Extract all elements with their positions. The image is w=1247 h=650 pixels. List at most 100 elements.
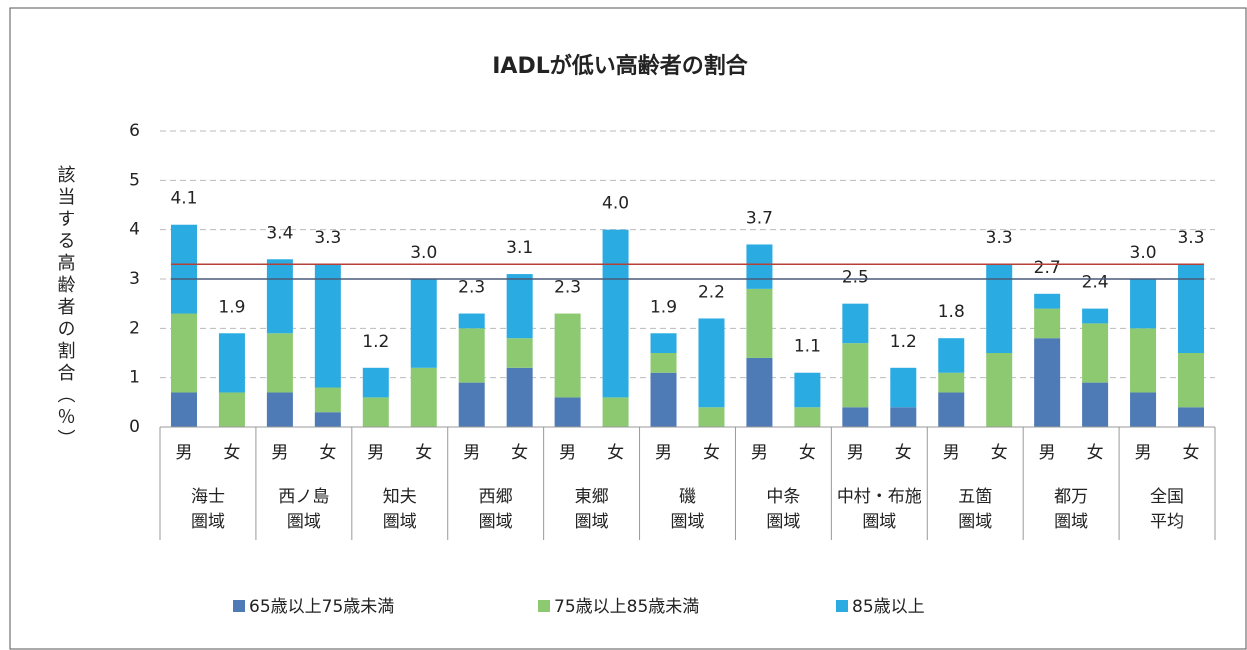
bar-segment	[314, 387, 341, 413]
bar-segment	[362, 397, 389, 427]
x-tick-label: 男	[175, 443, 192, 463]
group-label: 海士	[191, 487, 225, 507]
group-label: 西郷	[479, 487, 513, 507]
y-tick-label: 3	[129, 269, 140, 289]
group-label: 中条	[766, 487, 800, 507]
x-tick-label: 男	[751, 443, 768, 463]
bar-segment	[1034, 308, 1061, 339]
bar-segment	[746, 288, 773, 358]
bar-segment	[554, 397, 581, 427]
x-tick-label: 男	[943, 443, 960, 463]
group-label: 西ノ島	[278, 487, 329, 507]
legend-label: 75歳以上85歳未満	[554, 597, 699, 617]
bar-segment	[458, 313, 485, 329]
bar-segment	[698, 407, 725, 427]
bar-segment	[746, 244, 773, 289]
bar-segment	[1082, 308, 1109, 324]
group-label: 圏域	[287, 512, 321, 532]
total-label: 1.9	[650, 297, 677, 317]
total-label: 1.8	[938, 302, 965, 322]
x-tick-label: 男	[463, 443, 480, 463]
legend-label: 65歳以上75歳未満	[249, 597, 394, 617]
total-label: 3.3	[314, 228, 341, 248]
bar-segment	[602, 397, 629, 427]
group-label: 都万	[1054, 487, 1088, 507]
x-tick-label: 男	[847, 443, 864, 463]
chart-title: IADLが低い高齢者の割合	[492, 53, 748, 79]
group-label: 圏域	[958, 512, 992, 532]
total-label: 2.7	[1034, 258, 1061, 278]
total-label: 4.1	[170, 189, 197, 209]
bar-segment	[1178, 407, 1205, 427]
total-label: 2.3	[458, 278, 485, 298]
bar-segment	[1082, 323, 1109, 383]
group-label: 圏域	[479, 512, 513, 532]
total-label: 3.3	[986, 228, 1013, 248]
group-label: 磯	[679, 487, 696, 507]
bar-segment	[1130, 392, 1157, 427]
group-label: 圏域	[1054, 512, 1088, 532]
total-label: 3.4	[266, 223, 293, 243]
y-tick-label: 5	[129, 170, 140, 190]
total-label: 3.1	[506, 238, 533, 258]
group-label: 圏域	[766, 512, 800, 532]
x-tick-label: 女	[703, 443, 720, 463]
total-label: 4.0	[602, 194, 629, 214]
bar-segment	[938, 372, 965, 393]
y-tick-label: 1	[129, 368, 140, 388]
total-label: 2.3	[554, 278, 581, 298]
bar-segment	[986, 353, 1013, 427]
total-label: 3.3	[1177, 228, 1204, 248]
bar-segment	[650, 372, 677, 427]
group-label: 圏域	[191, 512, 225, 532]
bar-segment	[650, 333, 677, 353]
bar-segment	[890, 407, 917, 427]
group-label: 圏域	[862, 512, 896, 532]
group-label: 圏域	[671, 512, 705, 532]
bar-segment	[506, 338, 533, 368]
bar-segment	[506, 367, 533, 427]
bar-segment	[170, 392, 197, 427]
bar-segment	[1130, 328, 1157, 393]
bar-segment	[410, 367, 437, 427]
total-label: 3.7	[746, 208, 773, 228]
bar-segment	[746, 357, 773, 427]
bar-segment	[314, 264, 341, 388]
y-axis-label: 該当する高齢者の割合（％）	[55, 165, 76, 451]
bar-segment	[218, 392, 245, 427]
bar-segment	[170, 224, 197, 314]
bar-segment	[842, 407, 869, 427]
total-label: 1.9	[218, 297, 245, 317]
bar-segment	[266, 392, 293, 427]
bar-segment	[1034, 338, 1061, 427]
bar-segment	[938, 338, 965, 373]
x-tick-label: 女	[223, 443, 240, 463]
bar-segment	[1178, 353, 1205, 408]
group-label: 五箇	[958, 487, 992, 507]
x-tick-label: 男	[655, 443, 672, 463]
group-label: 東郷	[575, 487, 609, 507]
bar-segment	[506, 274, 533, 339]
x-tick-label: 女	[991, 443, 1008, 463]
x-tick-label: 男	[1039, 443, 1056, 463]
total-label: 1.2	[362, 332, 389, 352]
total-label: 2.4	[1082, 273, 1109, 293]
bar-segment	[794, 407, 821, 427]
x-tick-label: 男	[1135, 443, 1152, 463]
legend-swatch	[538, 600, 550, 612]
legend-label: 85歳以上	[852, 597, 925, 617]
bar-segment	[266, 333, 293, 393]
bar-segment	[650, 353, 677, 373]
bar-segment	[890, 367, 917, 408]
bar-segment	[218, 333, 245, 393]
total-label: 1.1	[794, 337, 821, 357]
bar-segment	[842, 343, 869, 408]
bar-segment	[1178, 264, 1205, 353]
x-tick-label: 男	[367, 443, 384, 463]
total-label: 2.5	[842, 268, 869, 288]
bar-segment	[986, 264, 1013, 353]
x-tick-label: 女	[895, 443, 912, 463]
x-tick-label: 男	[559, 443, 576, 463]
bar-segment	[458, 328, 485, 383]
